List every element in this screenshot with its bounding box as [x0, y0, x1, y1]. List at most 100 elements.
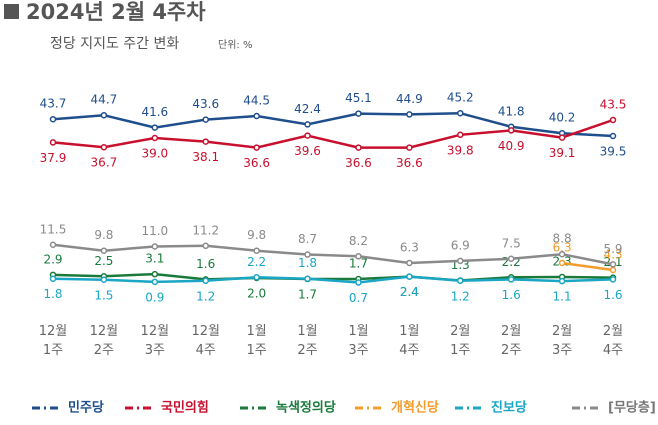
data-point — [558, 277, 566, 285]
data-label: 1.6 — [196, 257, 215, 271]
x-tick-label: 2월 3주 — [551, 324, 573, 358]
x-tick-label: 12월 1주 — [38, 324, 68, 358]
x-tick-label: 1월 3주 — [348, 324, 369, 358]
data-label: 2.9 — [43, 252, 62, 266]
data-label: 1.6 — [603, 288, 622, 302]
x-tick-label: 2월 2주 — [501, 324, 522, 358]
data-label: 6.3 — [553, 240, 572, 254]
data-label: 2.2 — [247, 255, 266, 269]
data-point — [202, 277, 209, 285]
data-label: 39.6 — [294, 144, 321, 158]
data-point — [151, 270, 159, 278]
data-label: 41.6 — [141, 105, 168, 119]
chart-title: 2024년 2월 4주차 — [26, 0, 206, 24]
data-point — [253, 274, 260, 281]
data-label: 8.8 — [553, 232, 572, 246]
data-point — [507, 276, 515, 283]
data-label: 45.2 — [447, 91, 474, 105]
data-point — [49, 139, 57, 146]
data-point — [202, 138, 209, 145]
data-label: 11.5 — [40, 222, 67, 236]
data-point — [100, 276, 108, 283]
data-point — [406, 111, 413, 118]
data-point — [355, 253, 362, 260]
series-line — [52, 275, 614, 284]
data-label: 4.3 — [603, 247, 622, 261]
data-point — [457, 257, 464, 265]
chart-subtitle: 정당 지지도 주간 변화 — [50, 36, 179, 52]
data-point — [609, 116, 617, 124]
data-point — [253, 144, 260, 151]
data-label: 0.9 — [145, 290, 164, 304]
unit-label: 단위: % — [218, 38, 252, 51]
legend-label: 녹색정의당 — [276, 400, 336, 416]
data-label: 40.2 — [549, 111, 576, 125]
data-point — [355, 144, 362, 151]
data-point — [100, 247, 108, 254]
data-point — [151, 134, 159, 142]
data-point — [558, 134, 566, 141]
data-label: 1.7 — [298, 288, 317, 302]
data-label: 6.9 — [451, 238, 470, 252]
data-label: 1.7 — [349, 257, 368, 271]
x-tick-label: 2월 1주 — [450, 324, 471, 358]
data-label: 44.9 — [396, 92, 423, 106]
data-label: 39.0 — [141, 147, 168, 161]
legend-label: 진보당 — [491, 400, 527, 416]
data-label: 41.8 — [498, 104, 525, 118]
data-point — [304, 275, 311, 282]
series-line — [52, 111, 614, 138]
data-label: 42.4 — [294, 102, 321, 116]
data-point — [49, 241, 57, 248]
data-point — [151, 243, 159, 250]
data-point — [558, 250, 566, 258]
data-point — [304, 132, 311, 139]
data-label: 44.7 — [91, 93, 118, 107]
legend-label: [무당층] — [608, 400, 656, 416]
data-point — [406, 259, 413, 267]
title-marker — [4, 4, 19, 19]
data-label: 1.8 — [43, 287, 62, 301]
data-point — [253, 247, 260, 254]
data-label: 9.8 — [94, 228, 113, 242]
data-label: 36.6 — [396, 156, 423, 170]
data-label: 11.2 — [192, 223, 219, 237]
data-label: 2.5 — [94, 254, 113, 268]
data-label: 36.6 — [345, 156, 372, 170]
data-label: 45.1 — [345, 91, 372, 105]
data-label: 2.4 — [400, 285, 419, 299]
data-label: 43.6 — [192, 97, 219, 111]
data-label: 40.9 — [498, 139, 525, 153]
series-line — [52, 243, 614, 266]
data-point — [406, 144, 413, 151]
data-label: 3.1 — [145, 252, 164, 266]
data-point — [151, 278, 159, 286]
x-tick-label: 1월 2주 — [297, 324, 318, 358]
data-label: 2.4 — [400, 285, 419, 299]
x-tick-label: 12월 4주 — [191, 324, 220, 358]
data-point — [507, 127, 515, 134]
legend-label: 국민의힘 — [161, 400, 209, 416]
data-label: 43.5 — [600, 98, 627, 112]
data-label: 9.8 — [247, 228, 266, 242]
series-line — [561, 261, 614, 272]
data-point — [609, 132, 617, 140]
data-label: 1.8 — [298, 256, 317, 270]
legend-label: 민주당 — [68, 400, 104, 416]
data-label: 38.1 — [192, 150, 219, 164]
data-point — [304, 251, 311, 258]
data-point — [558, 259, 566, 267]
data-label: 39.5 — [600, 145, 627, 159]
data-label: 8.2 — [349, 234, 368, 248]
data-point — [253, 112, 260, 120]
data-label: 2.0 — [247, 287, 266, 301]
data-label: 11.0 — [141, 224, 168, 238]
data-point — [609, 276, 617, 283]
data-label: 7.5 — [502, 236, 521, 250]
data-label: 8.7 — [298, 232, 317, 246]
data-label: 36.6 — [243, 156, 270, 170]
x-tick-label: 12월 2주 — [89, 324, 119, 358]
x-tick-label: 1월 4주 — [399, 324, 420, 358]
